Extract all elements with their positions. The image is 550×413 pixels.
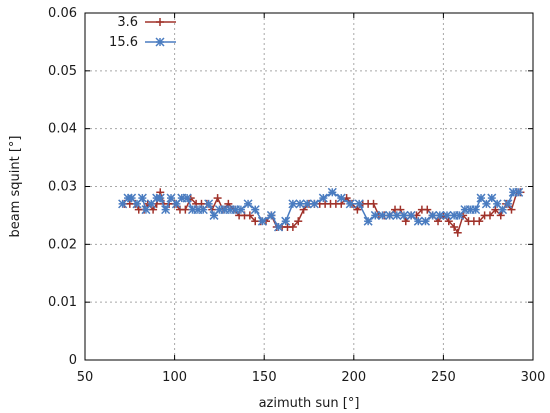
data-point: [392, 210, 402, 220]
legend-label: 3.6: [117, 15, 138, 30]
data-point: [155, 193, 165, 203]
data-point: [377, 210, 388, 220]
x-axis-label: azimuth sun [°]: [259, 396, 360, 411]
data-point: [370, 210, 380, 220]
data-point: [250, 205, 260, 215]
data-point: [149, 205, 158, 214]
x-tick-label: 200: [341, 370, 366, 385]
data-point: [369, 199, 378, 208]
data-point: [413, 216, 423, 226]
legend-marker: [156, 18, 164, 26]
data-point: [181, 205, 190, 214]
data-point: [161, 205, 171, 215]
y-tick-label: 0.05: [48, 64, 77, 79]
data-point: [295, 199, 305, 209]
x-tick-label: 150: [252, 370, 277, 385]
y-axis-label: beam squint [°]: [8, 135, 23, 237]
data-point: [453, 228, 462, 237]
data-point: [182, 193, 192, 203]
data-point: [423, 205, 432, 214]
data-point: [257, 216, 267, 226]
data-point: [434, 217, 443, 226]
legend-item: 3.6: [117, 15, 176, 30]
data-point: [236, 205, 246, 215]
legend-item: 15.6: [109, 35, 176, 50]
data-point: [399, 210, 409, 220]
data-point: [345, 199, 355, 209]
data-point: [385, 210, 395, 220]
x-tick-label: 300: [521, 370, 546, 385]
data-point: [420, 216, 431, 226]
y-tick-label: 0.02: [48, 237, 77, 252]
x-tick-label: 100: [162, 370, 187, 385]
x-tick-label: 250: [431, 370, 456, 385]
data-point: [309, 199, 319, 209]
data-point: [450, 222, 459, 231]
data-point: [288, 199, 298, 209]
data-point: [132, 199, 142, 209]
data-point: [363, 216, 373, 226]
y-tick-label: 0.01: [48, 295, 77, 310]
data-point: [336, 193, 346, 203]
data-point: [294, 217, 303, 226]
data-point: [428, 210, 438, 220]
data-point: [204, 199, 214, 209]
data-point: [485, 211, 494, 220]
x-tick-label: 50: [77, 370, 94, 385]
data-point: [353, 205, 362, 214]
data-point: [491, 205, 500, 214]
data-point: [243, 199, 253, 209]
data-point: [514, 187, 524, 197]
data-point: [406, 210, 416, 220]
data-point: [274, 222, 284, 232]
data-point: [435, 210, 445, 220]
data-point: [318, 193, 328, 203]
legend: 3.6 15.6: [109, 15, 176, 50]
legend-label: 15.6: [109, 35, 138, 50]
y-tick-label: 0.04: [48, 122, 77, 137]
data-point: [288, 222, 297, 231]
data-point: [137, 193, 147, 203]
data-point: [471, 205, 481, 215]
data-point: [444, 217, 453, 226]
grid-lines: [85, 13, 533, 360]
legend-marker: [155, 37, 165, 47]
data-point: [354, 199, 364, 209]
data-point: [442, 210, 452, 220]
data-point: [281, 216, 291, 226]
data-point: [327, 187, 337, 197]
data-point: [475, 217, 484, 226]
data-point: [245, 211, 254, 220]
data-point: [401, 217, 410, 226]
data-point: [302, 199, 312, 209]
y-tick-label: 0.03: [48, 180, 77, 195]
axis-ticks: 50 100 150 200 250 300 0 0.01 0.02 0.03 0.04 0.05 0.…: [48, 6, 545, 385]
data-point: [266, 210, 276, 220]
data-point: [496, 211, 505, 220]
data-point: [213, 194, 222, 203]
y-tick-label: 0: [69, 353, 77, 368]
y-tick-label: 0.06: [48, 6, 77, 21]
series-2: [118, 187, 524, 232]
series-layer: [118, 187, 525, 237]
data-point: [503, 199, 513, 209]
